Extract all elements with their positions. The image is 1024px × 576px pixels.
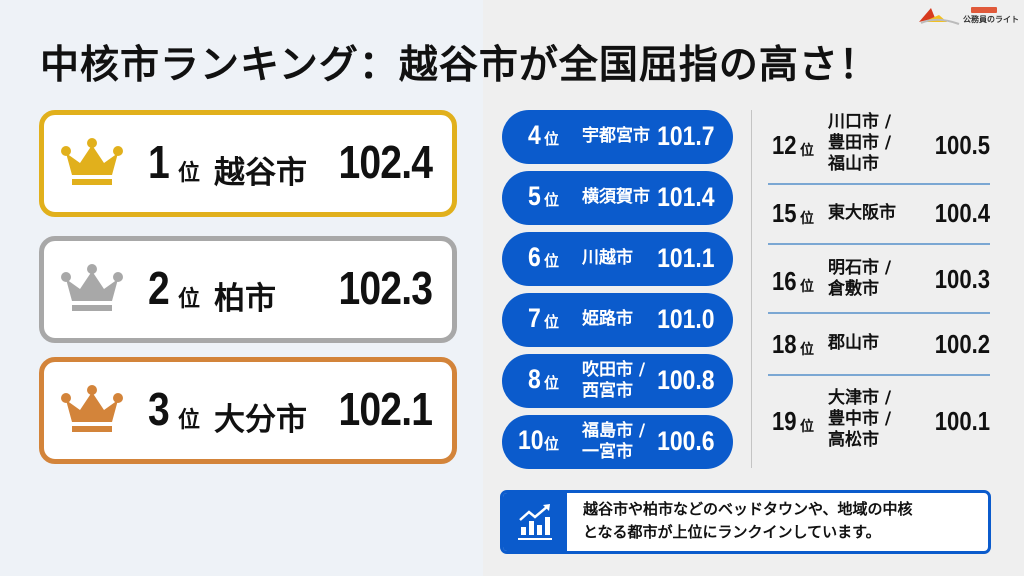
city-name: 柏市 <box>214 281 276 317</box>
rank-number: 19 <box>772 406 797 436</box>
rank-card-1: 1 位 越谷市 102.4 <box>39 110 457 217</box>
score-value: 100.4 <box>934 198 990 228</box>
note-line-2: となる都市が上位にランクインしています。 <box>583 523 881 541</box>
chart-growth-icon <box>518 504 552 540</box>
city-name-line-1: 大津市 / <box>828 388 892 408</box>
city-name-line-2: 豊中市 / <box>828 409 892 429</box>
score-value: 100.1 <box>934 406 990 436</box>
city-name: 横須賀市 <box>582 187 650 207</box>
city-name: 川越市 <box>582 248 633 268</box>
rank-unit: 位 <box>178 161 201 186</box>
city-name: 大分市 <box>214 402 307 438</box>
city-name-line-1: 明石市 / <box>828 258 892 278</box>
city-name-line-1: 川口市 / <box>828 112 892 132</box>
site-logo: 公務員のライト <box>915 4 1019 26</box>
city-name: 郡山市 <box>828 333 879 353</box>
summary-note: 越谷市や柏市などのベッドタウンや、地域の中核 となる都市が上位にランクインしてい… <box>500 490 991 554</box>
city-name: 越谷市 <box>214 155 307 191</box>
rank-unit: 位 <box>544 191 560 209</box>
rank-number: 2 <box>148 262 170 314</box>
rank-unit: 位 <box>800 211 814 227</box>
city-name: 姫路市 <box>582 309 633 329</box>
rank-pill-5: 5 位 横須賀市 101.4 <box>502 171 733 225</box>
city-name-line-3: 高松市 <box>828 430 879 450</box>
row-separator <box>768 243 990 245</box>
score-value: 101.1 <box>657 243 715 273</box>
score-value: 100.6 <box>657 426 715 456</box>
city-name-line-1: 吹田市 / <box>582 360 646 380</box>
rank-number: 5 <box>528 181 541 211</box>
rank-row-15: 15 位 東大阪市 100.4 <box>768 186 992 242</box>
rank-pill-6: 6 位 川越市 101.1 <box>502 232 733 286</box>
crown-bronze-icon <box>61 385 123 432</box>
rank-card-3: 3 位 大分市 102.1 <box>39 357 457 464</box>
rank-number: 4 <box>528 120 541 150</box>
rank-pill-4: 4 位 宇都宮市 101.7 <box>502 110 733 164</box>
rank-number: 16 <box>772 266 797 296</box>
rank-unit: 位 <box>544 435 560 453</box>
rank-unit: 位 <box>544 313 560 331</box>
page-title: 中核市ランキング：越谷市が全国屈指の高さ！ <box>40 43 879 88</box>
rank-number: 12 <box>772 130 797 160</box>
rank-unit: 位 <box>544 374 560 392</box>
city-name-line-2: 倉敷市 <box>828 279 879 299</box>
score-value: 101.7 <box>657 121 715 151</box>
note-text: 越谷市や柏市などのベッドタウンや、地域の中核 となる都市が上位にランクインしてい… <box>583 498 983 544</box>
score-value: 100.3 <box>934 264 990 294</box>
rank-unit: 位 <box>800 342 814 358</box>
rank-unit: 位 <box>800 279 814 295</box>
rank-row-18: 18 位 郡山市 100.2 <box>768 315 992 373</box>
score-value: 100.2 <box>934 329 990 359</box>
city-name-line-2: 西宮市 <box>582 381 633 401</box>
score-value: 102.3 <box>338 262 432 314</box>
column-divider <box>751 110 752 468</box>
rank-pill-10: 10 位 福島市 / 一宮市 100.6 <box>502 415 733 469</box>
score-value: 100.5 <box>934 130 990 160</box>
rank-unit: 位 <box>544 252 560 270</box>
rank-row-16: 16 位 明石市 / 倉敷市 100.3 <box>768 246 992 310</box>
rank-unit: 位 <box>178 408 201 433</box>
rank-number: 8 <box>528 364 541 394</box>
city-name: 宇都宮市 <box>582 126 650 146</box>
crown-silver-icon <box>61 264 123 311</box>
city-name-line-2: 豊田市 / <box>828 133 892 153</box>
city-name: 東大阪市 <box>828 203 896 223</box>
row-separator <box>768 183 990 185</box>
score-value: 101.0 <box>657 304 715 334</box>
logo-text: 公務員のライト <box>963 15 1019 24</box>
rank-card-2: 2 位 柏市 102.3 <box>39 236 457 343</box>
rank-number: 3 <box>148 383 170 435</box>
score-value: 102.1 <box>338 383 432 435</box>
rank-number: 1 <box>148 136 170 188</box>
crown-gold-icon <box>61 138 123 185</box>
logo-mountain-icon <box>919 8 960 25</box>
rank-pill-7: 7 位 姫路市 101.0 <box>502 293 733 347</box>
rank-row-19: 19 位 大津市 / 豊中市 / 高松市 100.1 <box>768 378 992 468</box>
score-value: 101.4 <box>657 182 715 212</box>
row-separator <box>768 374 990 376</box>
rank-number: 18 <box>772 329 797 359</box>
note-icon-box <box>503 493 567 551</box>
note-line-1: 越谷市や柏市などのベッドタウンや、地域の中核 <box>583 500 913 518</box>
rank-unit: 位 <box>178 287 201 312</box>
rank-row-12: 12 位 川口市 / 豊田市 / 福山市 100.5 <box>768 110 992 182</box>
rank-number: 6 <box>528 242 541 272</box>
rank-pill-8: 8 位 吹田市 / 西宮市 100.8 <box>502 354 733 408</box>
city-name-line-1: 福島市 / <box>582 421 646 441</box>
logo-badge <box>971 7 997 13</box>
rank-unit: 位 <box>800 143 814 159</box>
rank-number: 10 <box>518 425 544 455</box>
score-value: 100.8 <box>657 365 715 395</box>
city-name-line-3: 福山市 <box>828 154 879 174</box>
score-value: 102.4 <box>338 136 432 188</box>
city-name-line-2: 一宮市 <box>582 442 633 462</box>
rank-number: 15 <box>772 198 797 228</box>
rank-unit: 位 <box>800 419 814 435</box>
rank-unit: 位 <box>544 130 560 148</box>
rank-number: 7 <box>528 303 541 333</box>
row-separator <box>768 312 990 314</box>
